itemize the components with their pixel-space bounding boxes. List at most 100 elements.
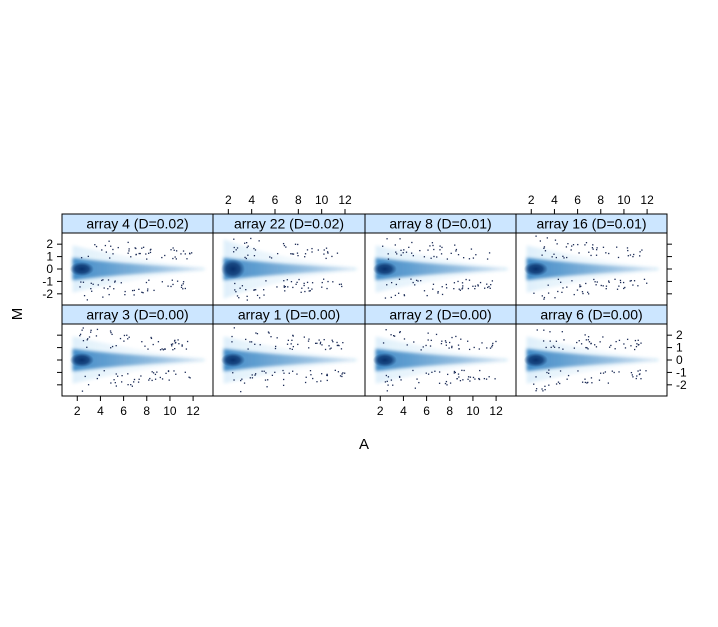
outlier-point xyxy=(101,279,103,282)
outlier-point xyxy=(298,278,300,281)
outlier-point xyxy=(321,344,323,346)
outlier-point xyxy=(458,348,460,350)
outlier-point xyxy=(618,285,620,287)
outlier-point xyxy=(111,345,114,348)
outlier-point xyxy=(127,373,129,375)
x-tick-label: 10 xyxy=(315,193,329,207)
outlier-point xyxy=(411,241,413,244)
outlier-point xyxy=(605,285,608,287)
outlier-point xyxy=(131,385,133,387)
outlier-point xyxy=(413,341,415,343)
outlier-point xyxy=(292,370,294,372)
outlier-point xyxy=(382,342,385,344)
outlier-point xyxy=(108,293,110,296)
outlier-point xyxy=(571,245,573,247)
x-tick-label: 6 xyxy=(423,404,430,418)
outlier-point xyxy=(562,255,564,257)
outlier-point xyxy=(167,285,169,287)
outlier-point xyxy=(546,237,548,239)
outlier-point xyxy=(627,249,629,252)
outlier-point xyxy=(172,349,174,351)
outlier-point xyxy=(415,279,418,281)
outlier-point xyxy=(162,349,165,351)
outlier-point xyxy=(427,373,430,375)
outlier-point xyxy=(453,372,455,374)
outlier-point xyxy=(82,327,84,329)
panel-3: array 8 (D=0.01) xyxy=(364,213,517,306)
outlier-point xyxy=(584,381,587,384)
outlier-point xyxy=(311,282,314,284)
outlier-point xyxy=(233,251,235,253)
outlier-point xyxy=(446,384,448,386)
x-tick-label: 12 xyxy=(489,404,503,418)
outlier-point xyxy=(112,248,114,251)
outlier-point xyxy=(338,283,341,286)
outlier-point xyxy=(336,341,338,344)
outlier-point xyxy=(292,345,295,348)
density-core xyxy=(372,262,397,276)
outlier-point xyxy=(581,381,584,383)
outlier-point xyxy=(592,248,594,250)
outlier-point xyxy=(337,371,340,373)
outlier-point xyxy=(478,348,480,350)
outlier-point xyxy=(542,390,544,392)
outlier-point xyxy=(265,280,267,282)
outlier-point xyxy=(469,380,471,382)
outlier-point xyxy=(181,345,183,347)
outlier-point xyxy=(186,340,189,343)
outlier-point xyxy=(274,345,277,348)
outlier-point xyxy=(149,249,152,251)
outlier-point xyxy=(555,383,558,385)
outlier-point xyxy=(585,339,588,341)
outlier-point xyxy=(90,288,92,290)
outlier-point xyxy=(438,371,441,373)
x-tick-label: 10 xyxy=(163,404,177,418)
outlier-point xyxy=(297,243,299,246)
outlier-point xyxy=(559,370,562,372)
panels-layer: array 4 (D=0.02) array 22 (D=0.02) array 8… xyxy=(61,213,668,397)
outlier-point xyxy=(305,376,307,378)
density-core xyxy=(221,259,245,279)
outlier-point xyxy=(164,254,166,257)
outlier-point xyxy=(311,247,313,250)
outlier-point xyxy=(547,292,550,294)
outlier-point xyxy=(608,280,610,282)
outlier-point xyxy=(243,382,246,384)
outlier-point xyxy=(449,341,451,344)
outlier-point xyxy=(450,252,452,255)
outlier-point xyxy=(632,284,634,286)
outlier-point xyxy=(144,345,146,347)
outlier-point xyxy=(630,279,632,282)
outlier-point xyxy=(437,292,439,294)
outlier-point xyxy=(578,340,580,342)
outlier-point xyxy=(412,281,414,284)
outlier-point xyxy=(110,347,112,349)
outlier-point xyxy=(184,287,186,290)
outlier-point xyxy=(630,345,632,347)
outlier-point xyxy=(432,244,434,247)
outlier-point xyxy=(314,342,317,344)
outlier-point xyxy=(461,287,464,289)
outlier-point xyxy=(181,344,183,346)
outlier-point xyxy=(595,284,597,286)
outlier-point xyxy=(461,288,463,290)
outlier-point xyxy=(271,374,274,376)
outlier-point xyxy=(174,347,176,350)
outlier-point xyxy=(321,281,323,284)
outlier-point xyxy=(384,297,387,299)
outlier-point xyxy=(584,378,586,380)
density-band xyxy=(375,257,508,281)
outlier-point xyxy=(284,285,286,288)
density-band xyxy=(72,348,205,372)
density-band xyxy=(223,257,357,281)
outlier-point xyxy=(562,348,564,350)
x-tick-label: 12 xyxy=(338,193,352,207)
outlier-point xyxy=(427,332,429,334)
outlier-point xyxy=(140,375,142,377)
outlier-point xyxy=(582,292,584,295)
outlier-point xyxy=(549,376,551,378)
outlier-point xyxy=(141,247,143,249)
outlier-point xyxy=(340,283,342,285)
outlier-point xyxy=(291,253,294,255)
